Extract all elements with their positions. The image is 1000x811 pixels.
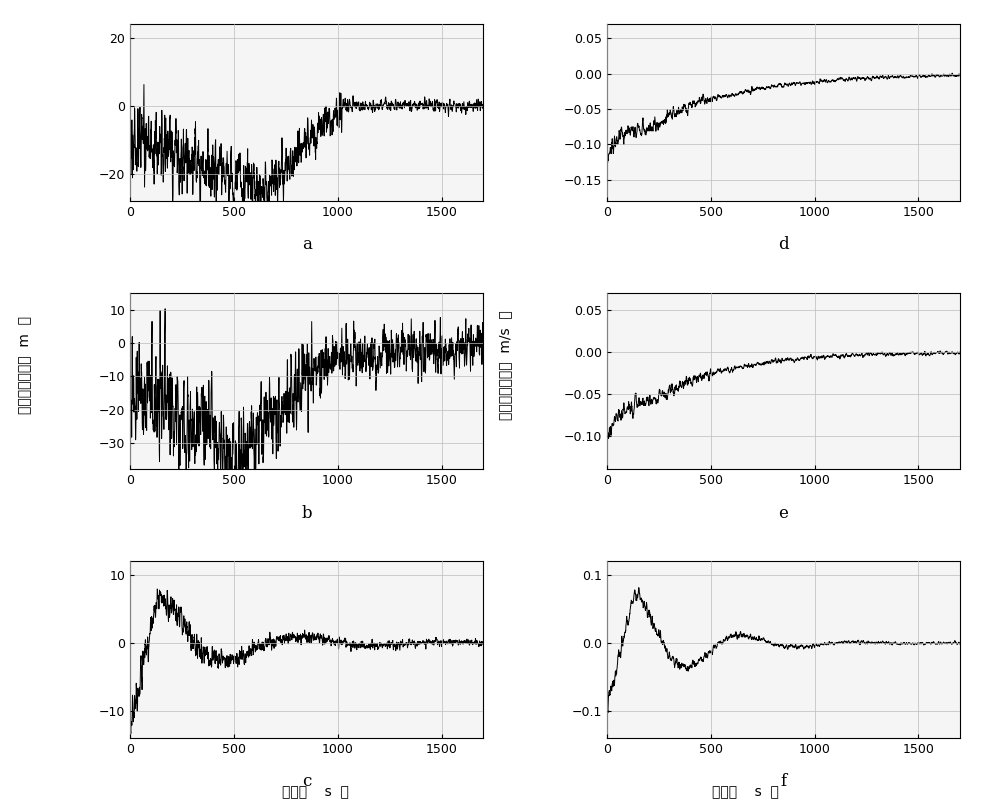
Text: f: f	[780, 774, 786, 791]
Text: a: a	[302, 236, 312, 253]
Text: 三轴位置误差（  m  ）: 三轴位置误差（ m ）	[18, 316, 32, 414]
Text: 时间（    s  ）: 时间（ s ）	[282, 785, 348, 799]
Text: d: d	[778, 236, 789, 253]
Text: c: c	[302, 774, 311, 791]
Text: b: b	[301, 504, 312, 521]
Text: 时间（    s  ）: 时间（ s ）	[712, 785, 778, 799]
Text: 三轴速度误差（  m/s  ）: 三轴速度误差（ m/s ）	[498, 310, 512, 420]
Text: e: e	[778, 504, 788, 521]
